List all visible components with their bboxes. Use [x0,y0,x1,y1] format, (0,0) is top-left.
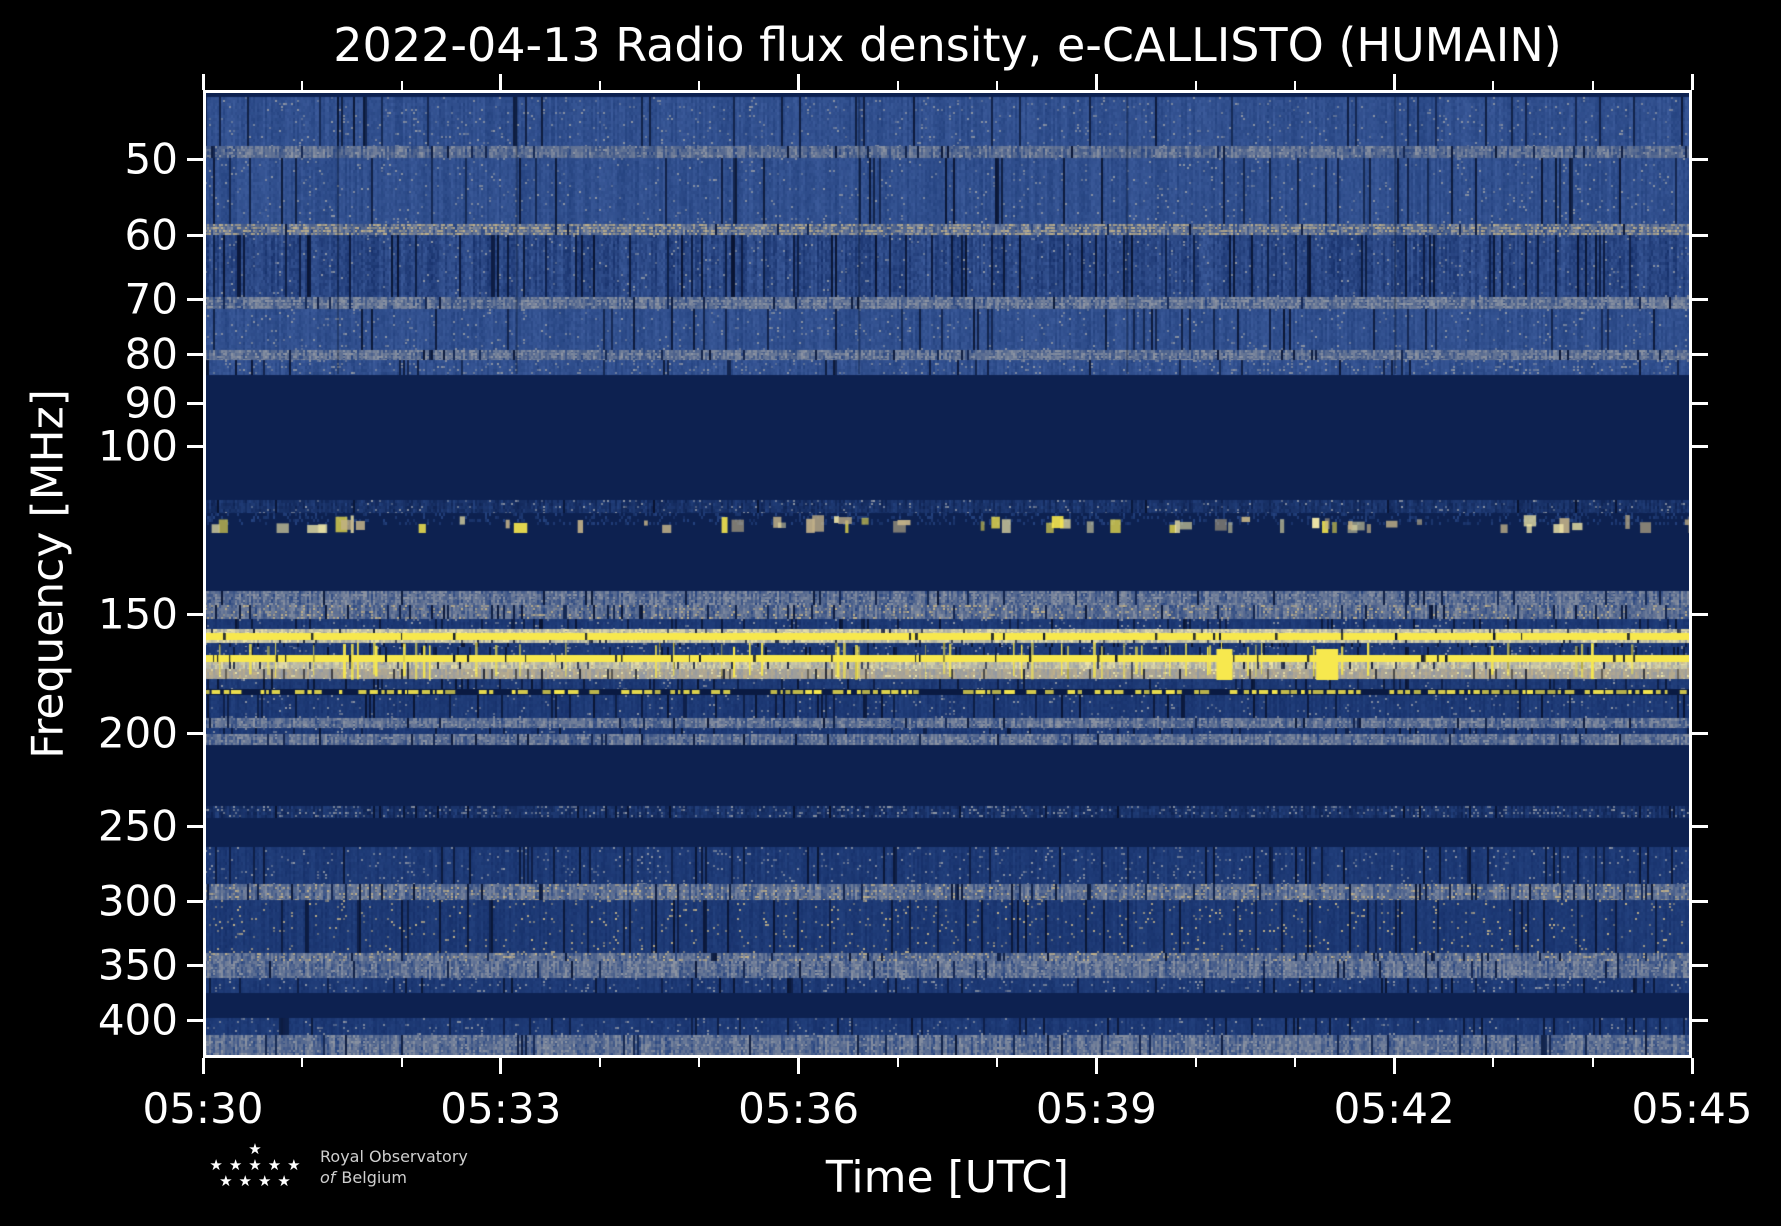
x-tick-label: 05:42 [1333,1084,1455,1133]
x-tick-label: 05:36 [738,1084,860,1133]
y-tick-right [1692,731,1708,735]
y-tick-left [187,731,203,735]
x-tick-top [301,81,304,90]
y-tick-right [1692,899,1708,903]
y-tick-label: 350 [97,940,178,990]
x-tick-bottom [797,1058,801,1074]
y-tick-right [1692,963,1708,967]
rob-logo-stars: ★ ★★★★★ ★★★★ [208,1141,308,1189]
x-tick-bottom [1194,1058,1197,1067]
y-tick-label: 300 [97,876,178,926]
x-tick-bottom [1392,1058,1396,1074]
x-tick-bottom [499,1058,503,1074]
y-tick-label: 150 [97,589,178,639]
y-tick-right [1692,233,1708,237]
rob-logo-line1: Royal Observatory [320,1147,468,1166]
y-tick-left [187,157,203,161]
x-tick-top [698,81,701,90]
x-tick-bottom [400,1058,403,1067]
x-tick-bottom [896,1058,899,1067]
y-tick-right [1692,824,1708,828]
rob-logo-of: of [320,1168,336,1187]
x-tick-bottom [301,1058,304,1067]
spectrogram-canvas [203,90,1692,1058]
x-tick-top [1690,74,1694,90]
y-tick-label: 70 [124,274,178,324]
y-axis-label: Frequency [MHz] [22,389,74,759]
x-tick-top [499,74,503,90]
x-tick-bottom [1690,1058,1694,1074]
y-tick-right [1692,612,1708,616]
x-tick-bottom [1094,1058,1098,1074]
x-tick-bottom [1293,1058,1296,1067]
y-tick-right [1692,1018,1708,1022]
x-tick-top [201,74,205,90]
y-tick-label: 60 [124,210,178,260]
y-tick-right [1692,444,1708,448]
y-tick-left [187,401,203,405]
chart-title: 2022-04-13 Radio flux density, e-CALLIST… [333,18,1562,72]
y-tick-label: 50 [124,134,178,184]
rob-logo-star-row: ★★★★★ [209,1156,307,1174]
x-tick-bottom [201,1058,205,1074]
y-tick-label: 200 [97,708,178,758]
x-tick-top [1392,74,1396,90]
rob-logo-star-row: ★★★★ [219,1172,297,1190]
rob-logo-text: Royal Observatory of Belgium [320,1146,468,1188]
y-tick-label: 250 [97,801,178,851]
x-tick-bottom [698,1058,701,1067]
y-tick-left [187,612,203,616]
y-tick-label: 80 [124,329,178,379]
y-tick-left [187,233,203,237]
x-tick-label: 05:33 [440,1084,562,1133]
y-tick-left [187,444,203,448]
x-tick-top [996,81,999,90]
x-tick-top [599,81,602,90]
x-tick-top [1293,81,1296,90]
x-tick-bottom [1591,1058,1594,1067]
x-tick-top [797,74,801,90]
y-tick-left [187,297,203,301]
y-tick-left [187,352,203,356]
x-tick-label: 05:39 [1035,1084,1157,1133]
y-tick-left [187,963,203,967]
x-tick-top [1094,74,1098,90]
y-tick-right [1692,352,1708,356]
x-tick-bottom [599,1058,602,1067]
rob-logo-line2: of Belgium [320,1167,468,1188]
y-tick-label: 400 [97,995,178,1045]
y-tick-left [187,899,203,903]
x-tick-label: 05:30 [142,1084,264,1133]
x-tick-top [1591,81,1594,90]
y-tick-label: 90 [124,378,178,428]
y-tick-right [1692,297,1708,301]
y-tick-left [187,824,203,828]
y-tick-label: 100 [97,421,178,471]
x-axis-label: Time [UTC] [825,1152,1070,1203]
y-tick-right [1692,401,1708,405]
rob-logo-belgium: Belgium [341,1168,408,1187]
x-tick-top [1194,81,1197,90]
y-tick-left [187,1018,203,1022]
y-tick-right [1692,157,1708,161]
x-tick-label: 05:45 [1631,1084,1753,1133]
x-tick-top [896,81,899,90]
rob-logo-star-row: ★ [248,1140,268,1158]
x-tick-top [1492,81,1495,90]
x-tick-bottom [1492,1058,1495,1067]
x-tick-bottom [996,1058,999,1067]
x-tick-top [400,81,403,90]
